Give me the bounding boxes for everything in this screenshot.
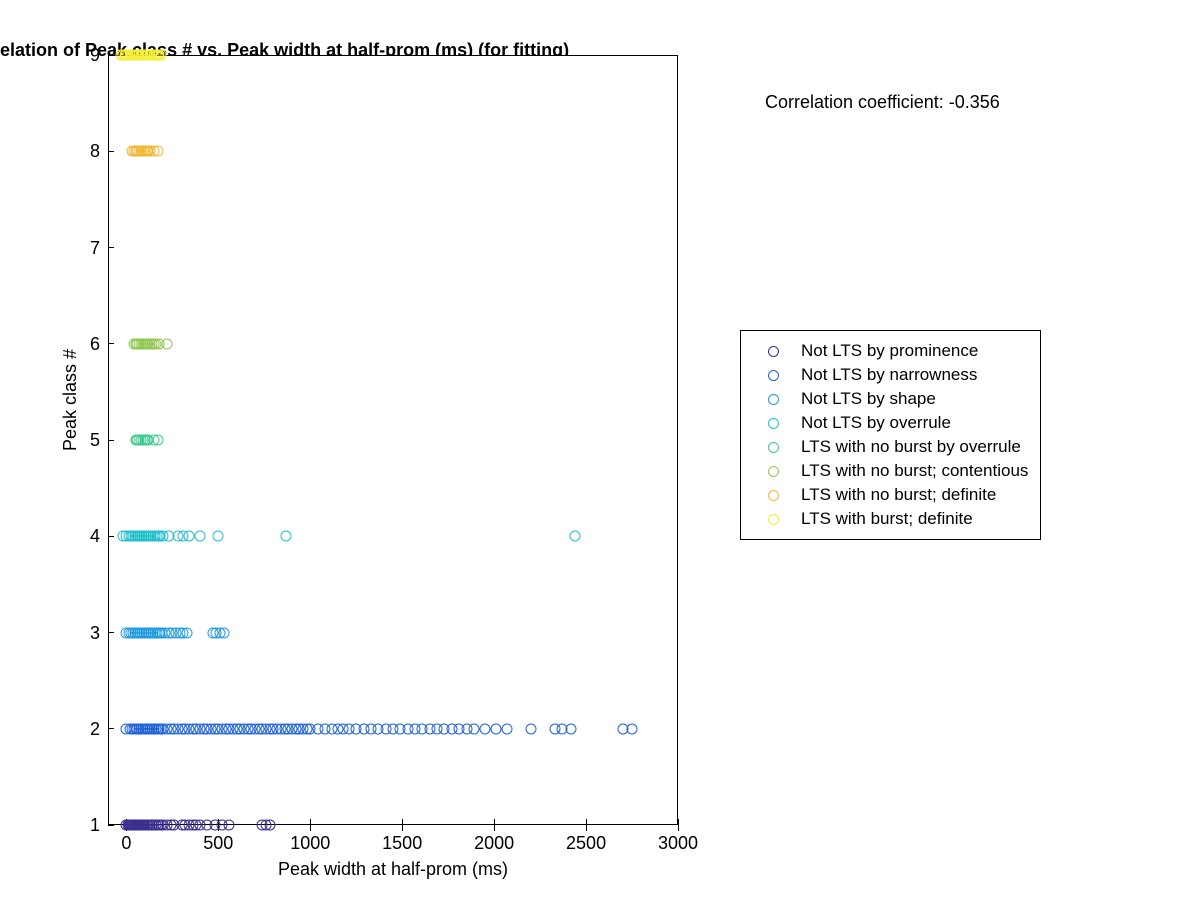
data-point xyxy=(183,531,194,542)
data-point xyxy=(224,820,235,831)
data-point xyxy=(194,531,205,542)
legend-item: LTS with burst; definite xyxy=(753,507,1028,531)
legend-marker-icon xyxy=(753,490,793,501)
data-point xyxy=(490,723,501,734)
legend-marker-icon xyxy=(753,394,793,405)
y-tick-label: 9 xyxy=(90,45,100,66)
y-tick-label: 6 xyxy=(90,334,100,355)
y-tick-mark xyxy=(108,728,114,729)
legend-box: Not LTS by prominence Not LTS by narrowne… xyxy=(740,330,1041,540)
legend-item: Not LTS by overrule xyxy=(753,411,1028,435)
data-point xyxy=(525,723,536,734)
data-point xyxy=(152,435,163,446)
y-tick-label: 1 xyxy=(90,815,100,836)
data-point xyxy=(570,531,581,542)
x-tick-label: 0 xyxy=(96,833,156,854)
y-tick-label: 7 xyxy=(90,238,100,259)
legend-marker-icon xyxy=(753,418,793,429)
legend-label: Not LTS by narrowness xyxy=(801,365,977,385)
x-tick-mark xyxy=(402,825,403,831)
x-tick-label: 3000 xyxy=(648,833,708,854)
y-tick-mark xyxy=(108,343,114,344)
x-tick-mark xyxy=(494,825,495,831)
data-point xyxy=(468,723,479,734)
legend-marker-icon xyxy=(753,370,793,381)
x-tick-label: 1000 xyxy=(280,833,340,854)
data-point xyxy=(213,531,224,542)
y-tick-mark xyxy=(108,536,114,537)
legend-label: LTS with burst; definite xyxy=(801,509,973,529)
x-tick-mark-inner xyxy=(586,819,587,825)
data-point xyxy=(479,723,490,734)
legend-item: LTS with no burst by overrule xyxy=(753,435,1028,459)
data-point xyxy=(502,723,513,734)
y-tick-mark xyxy=(108,632,114,633)
y-tick-mark xyxy=(108,825,114,826)
legend-label: Not LTS by overrule xyxy=(801,413,951,433)
legend-item: Not LTS by shape xyxy=(753,387,1028,411)
data-point xyxy=(281,531,292,542)
legend-item: Not LTS by prominence xyxy=(753,339,1028,363)
legend-label: LTS with no burst; contentious xyxy=(801,461,1028,481)
y-tick-label: 5 xyxy=(90,430,100,451)
y-tick-label: 4 xyxy=(90,526,100,547)
x-tick-mark-inner xyxy=(310,819,311,825)
data-point xyxy=(182,627,193,638)
legend-marker-icon xyxy=(753,466,793,477)
legend-label: LTS with no burst by overrule xyxy=(801,437,1021,457)
y-tick-label: 3 xyxy=(90,623,100,644)
legend-marker-icon xyxy=(753,346,793,357)
legend-item: LTS with no burst; contentious xyxy=(753,459,1028,483)
x-axis-label: Peak width at half-prom (ms) xyxy=(108,859,678,880)
data-point xyxy=(218,627,229,638)
data-point xyxy=(152,146,163,157)
data-point xyxy=(264,820,275,831)
x-tick-mark xyxy=(310,825,311,831)
x-tick-label: 1500 xyxy=(372,833,432,854)
x-tick-label: 500 xyxy=(188,833,248,854)
legend-item: Not LTS by narrowness xyxy=(753,363,1028,387)
data-point xyxy=(627,723,638,734)
legend-marker-icon xyxy=(753,442,793,453)
legend-item: LTS with no burst; definite xyxy=(753,483,1028,507)
y-tick-mark xyxy=(108,55,114,56)
legend-label: Not LTS by shape xyxy=(801,389,936,409)
legend-marker-icon xyxy=(753,514,793,525)
y-tick-mark xyxy=(108,440,114,441)
correlation-annotation: Correlation coefficient: -0.356 xyxy=(765,92,1000,113)
x-tick-mark xyxy=(586,825,587,831)
x-tick-mark-inner xyxy=(678,819,679,825)
y-axis-label: Peak class # xyxy=(60,300,81,500)
plot-area xyxy=(108,55,678,825)
x-tick-mark-inner xyxy=(402,819,403,825)
x-tick-mark xyxy=(678,825,679,831)
x-tick-mark-inner xyxy=(494,819,495,825)
y-tick-label: 2 xyxy=(90,719,100,740)
legend-label: Not LTS by prominence xyxy=(801,341,978,361)
x-tick-label: 2500 xyxy=(556,833,616,854)
data-point xyxy=(566,723,577,734)
y-tick-mark xyxy=(108,247,114,248)
x-tick-label: 2000 xyxy=(464,833,524,854)
legend-label: LTS with no burst; definite xyxy=(801,485,996,505)
data-point xyxy=(156,50,167,61)
data-point xyxy=(161,338,172,349)
y-tick-label: 8 xyxy=(90,141,100,162)
y-tick-mark xyxy=(108,151,114,152)
